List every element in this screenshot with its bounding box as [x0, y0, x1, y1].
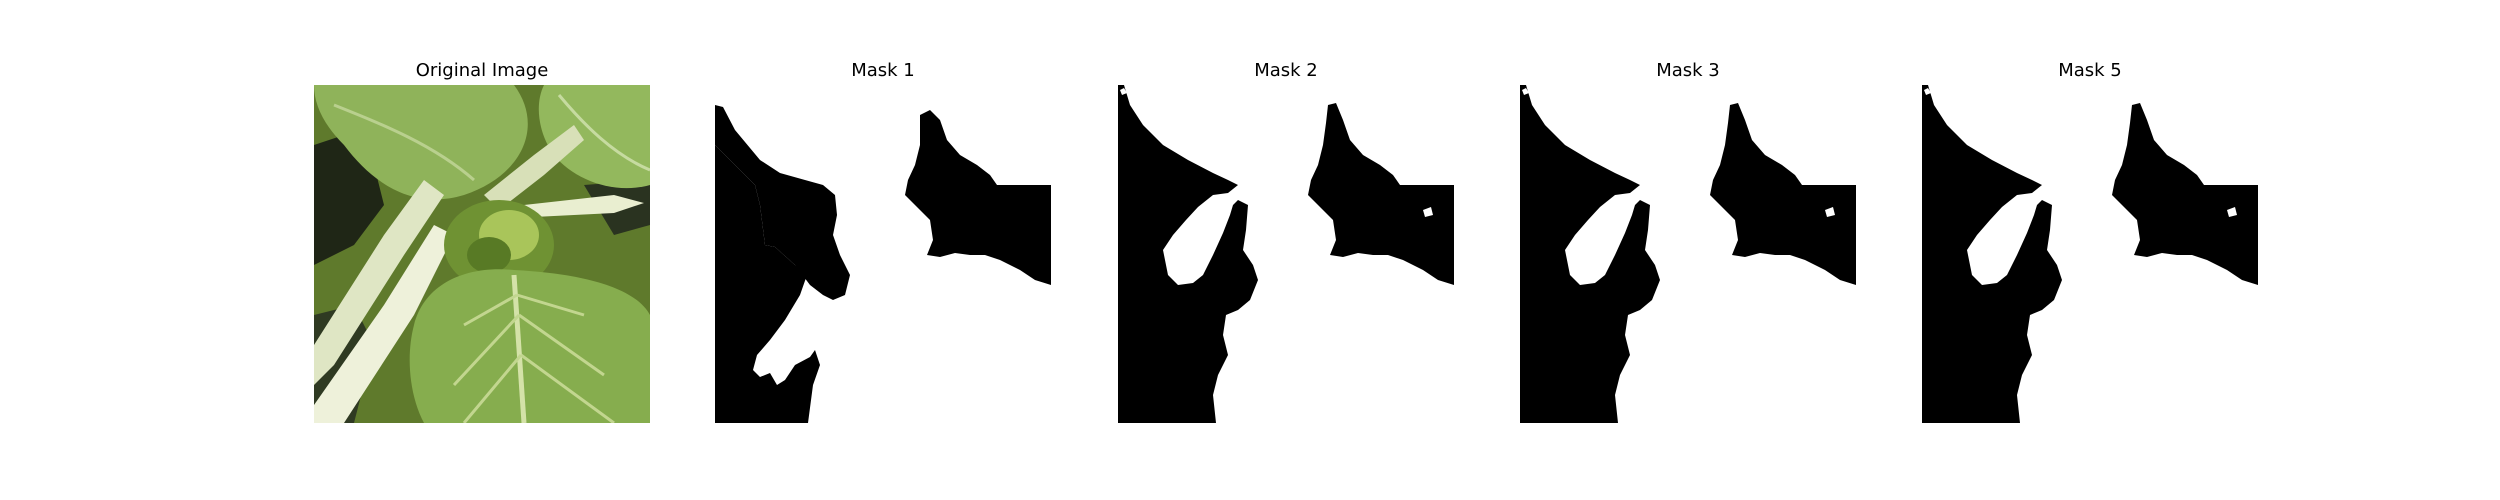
mask-1 — [715, 85, 1051, 423]
original-image — [314, 85, 650, 423]
mask-3-shape — [1520, 85, 1856, 423]
panel-title-mask-5: Mask 5 — [2058, 60, 2122, 81]
plant-photo — [314, 85, 650, 423]
panel-title-original: Original Image — [415, 60, 549, 81]
mask-2-shape — [1118, 85, 1454, 423]
panel-title-mask-2: Mask 2 — [1254, 60, 1318, 81]
mask-5-shape — [1922, 85, 2258, 423]
mask-3 — [1520, 85, 1856, 423]
panel-title-mask-3: Mask 3 — [1656, 60, 1720, 81]
mask-2 — [1118, 85, 1454, 423]
panel-title-mask-1: Mask 1 — [851, 60, 915, 81]
mask-1-shape — [715, 85, 1051, 423]
mask-5 — [1922, 85, 2258, 423]
